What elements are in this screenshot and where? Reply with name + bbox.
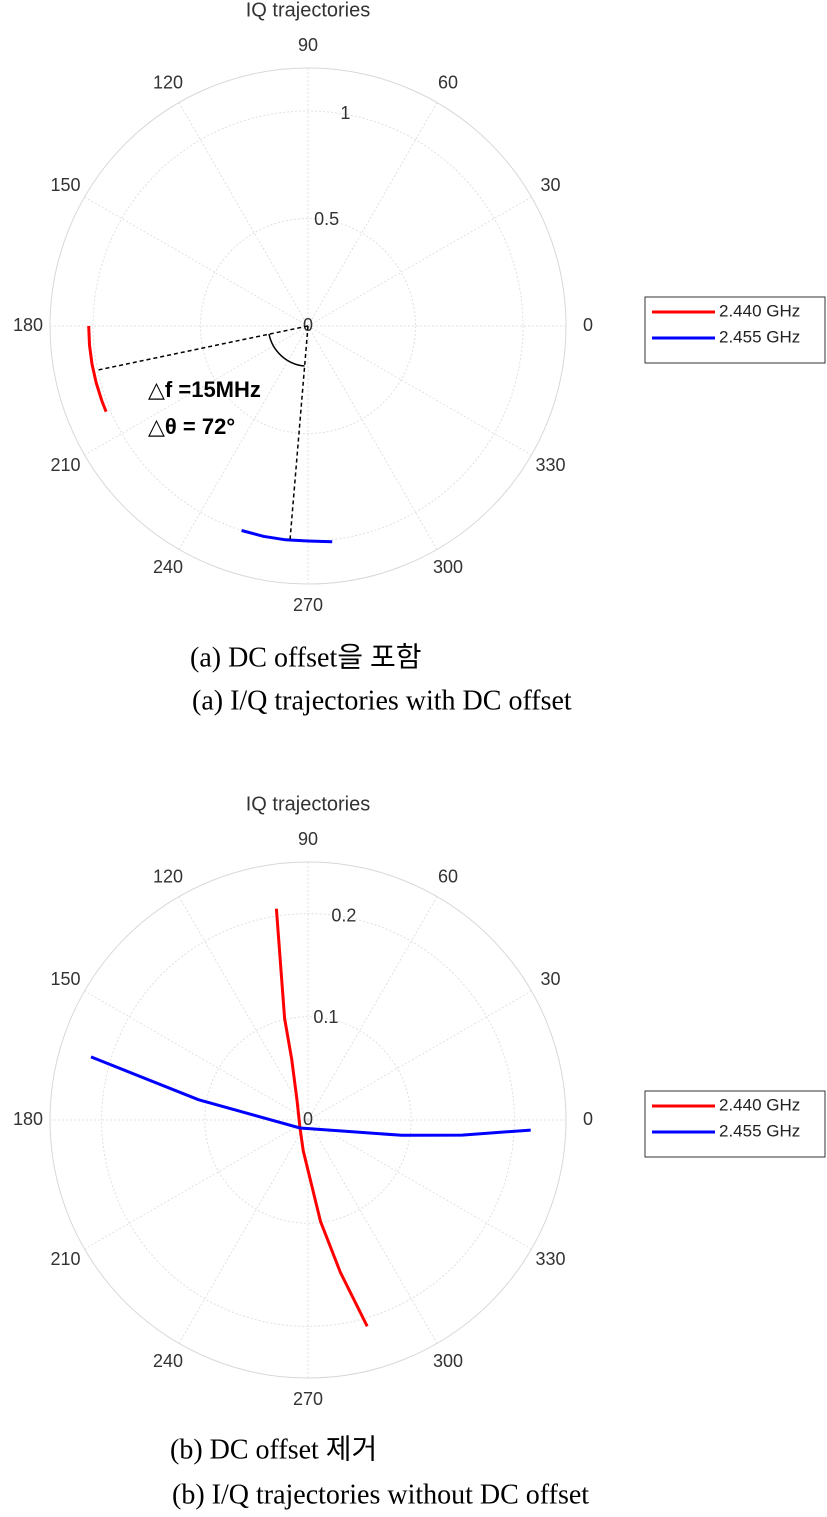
annotation-guides — [97, 325, 309, 541]
grid-spoke — [178, 102, 309, 327]
theta-tick-label: 210 — [50, 1249, 80, 1269]
theta-tick-label: 120 — [153, 72, 183, 92]
theta-tick-label: 60 — [438, 866, 458, 886]
polar-chart: IQ trajectories 0 30 60 90 120 150 180 210 240 270… — [13, 793, 826, 1510]
legend-label: 2.455 GHz — [719, 327, 800, 346]
annotation: △f =15MHz — [148, 377, 261, 402]
grid-spoke — [84, 1119, 309, 1250]
r-tick-label: 0 — [303, 1109, 313, 1129]
theta-tick-label: 60 — [438, 72, 458, 92]
trajectory — [241, 529, 333, 544]
grid-spoke — [307, 1119, 438, 1344]
caption: (b) I/Q trajectories without DC offset — [172, 1479, 589, 1510]
trajectory — [274, 908, 369, 1327]
theta-tick-label: 270 — [293, 1389, 323, 1409]
caption: (a) I/Q trajectories with DC offset — [192, 685, 572, 716]
theta-tick-label: 240 — [153, 1351, 183, 1371]
theta-tick-label: 30 — [540, 175, 560, 195]
legend-label: 2.455 GHz — [719, 1121, 800, 1140]
grid-spoke — [178, 325, 309, 550]
theta-tick-label: 150 — [50, 969, 80, 989]
grid-spoke — [84, 325, 309, 456]
annotation: △θ = 72° — [148, 414, 235, 439]
grid-spoke — [307, 1119, 532, 1250]
grid-spoke — [307, 990, 532, 1121]
legend-label: 2.440 GHz — [719, 1095, 800, 1114]
grid-circle — [204, 1016, 412, 1224]
caption: (a) DC offset을 포함 — [190, 642, 422, 673]
theta-tick-label: 210 — [50, 455, 80, 475]
grid-spoke — [307, 325, 532, 456]
trajectory — [87, 325, 108, 413]
theta-tick-label: 90 — [298, 35, 318, 55]
theta-tick-label: 300 — [433, 557, 463, 577]
r-tick-label: 1 — [340, 103, 350, 123]
r-tick-label: 0.2 — [331, 905, 356, 925]
trajectory — [90, 1055, 531, 1137]
legend-label: 2.440 GHz — [719, 301, 800, 320]
theta-tick-label: 180 — [13, 315, 43, 335]
r-tick-label: 0.5 — [314, 209, 339, 229]
legend-box — [644, 1090, 826, 1158]
grid-circle — [200, 218, 416, 434]
grid-spoke — [307, 102, 438, 327]
theta-tick-label: 0 — [583, 315, 593, 335]
theta-tick-label: 90 — [298, 829, 318, 849]
theta-tick-label: 300 — [433, 1351, 463, 1371]
angle-arc — [268, 333, 305, 367]
chart-title: IQ trajectories — [246, 0, 370, 21]
grid-spoke — [84, 196, 309, 327]
chart-title: IQ trajectories — [246, 793, 370, 815]
dashed-line — [289, 325, 309, 541]
grid-spoke — [307, 896, 438, 1121]
theta-tick-label: 30 — [540, 969, 560, 989]
legend-box — [644, 296, 826, 364]
caption: (b) DC offset 제거 — [170, 1434, 377, 1465]
theta-tick-label: 150 — [50, 175, 80, 195]
r-tick-label: 0.1 — [313, 1007, 338, 1027]
grid-circle — [101, 913, 515, 1327]
grid-spoke — [307, 325, 438, 550]
theta-tick-label: 330 — [535, 1249, 565, 1269]
grid-spoke — [178, 1119, 309, 1344]
grid-spoke — [84, 990, 309, 1121]
theta-tick-label: 240 — [153, 557, 183, 577]
theta-tick-label: 330 — [535, 455, 565, 475]
theta-tick-label: 270 — [293, 595, 323, 615]
theta-tick-label: 180 — [13, 1109, 43, 1129]
theta-tick-label: 120 — [153, 866, 183, 886]
theta-tick-label: 0 — [583, 1109, 593, 1129]
dashed-line — [97, 325, 309, 371]
grid-spoke — [178, 896, 309, 1121]
grid-spoke — [307, 196, 532, 327]
r-tick-label: 0 — [303, 315, 313, 335]
polar-chart: IQ trajectories 0 30 60 90 120 150 180 210 240 270… — [13, 0, 826, 716]
